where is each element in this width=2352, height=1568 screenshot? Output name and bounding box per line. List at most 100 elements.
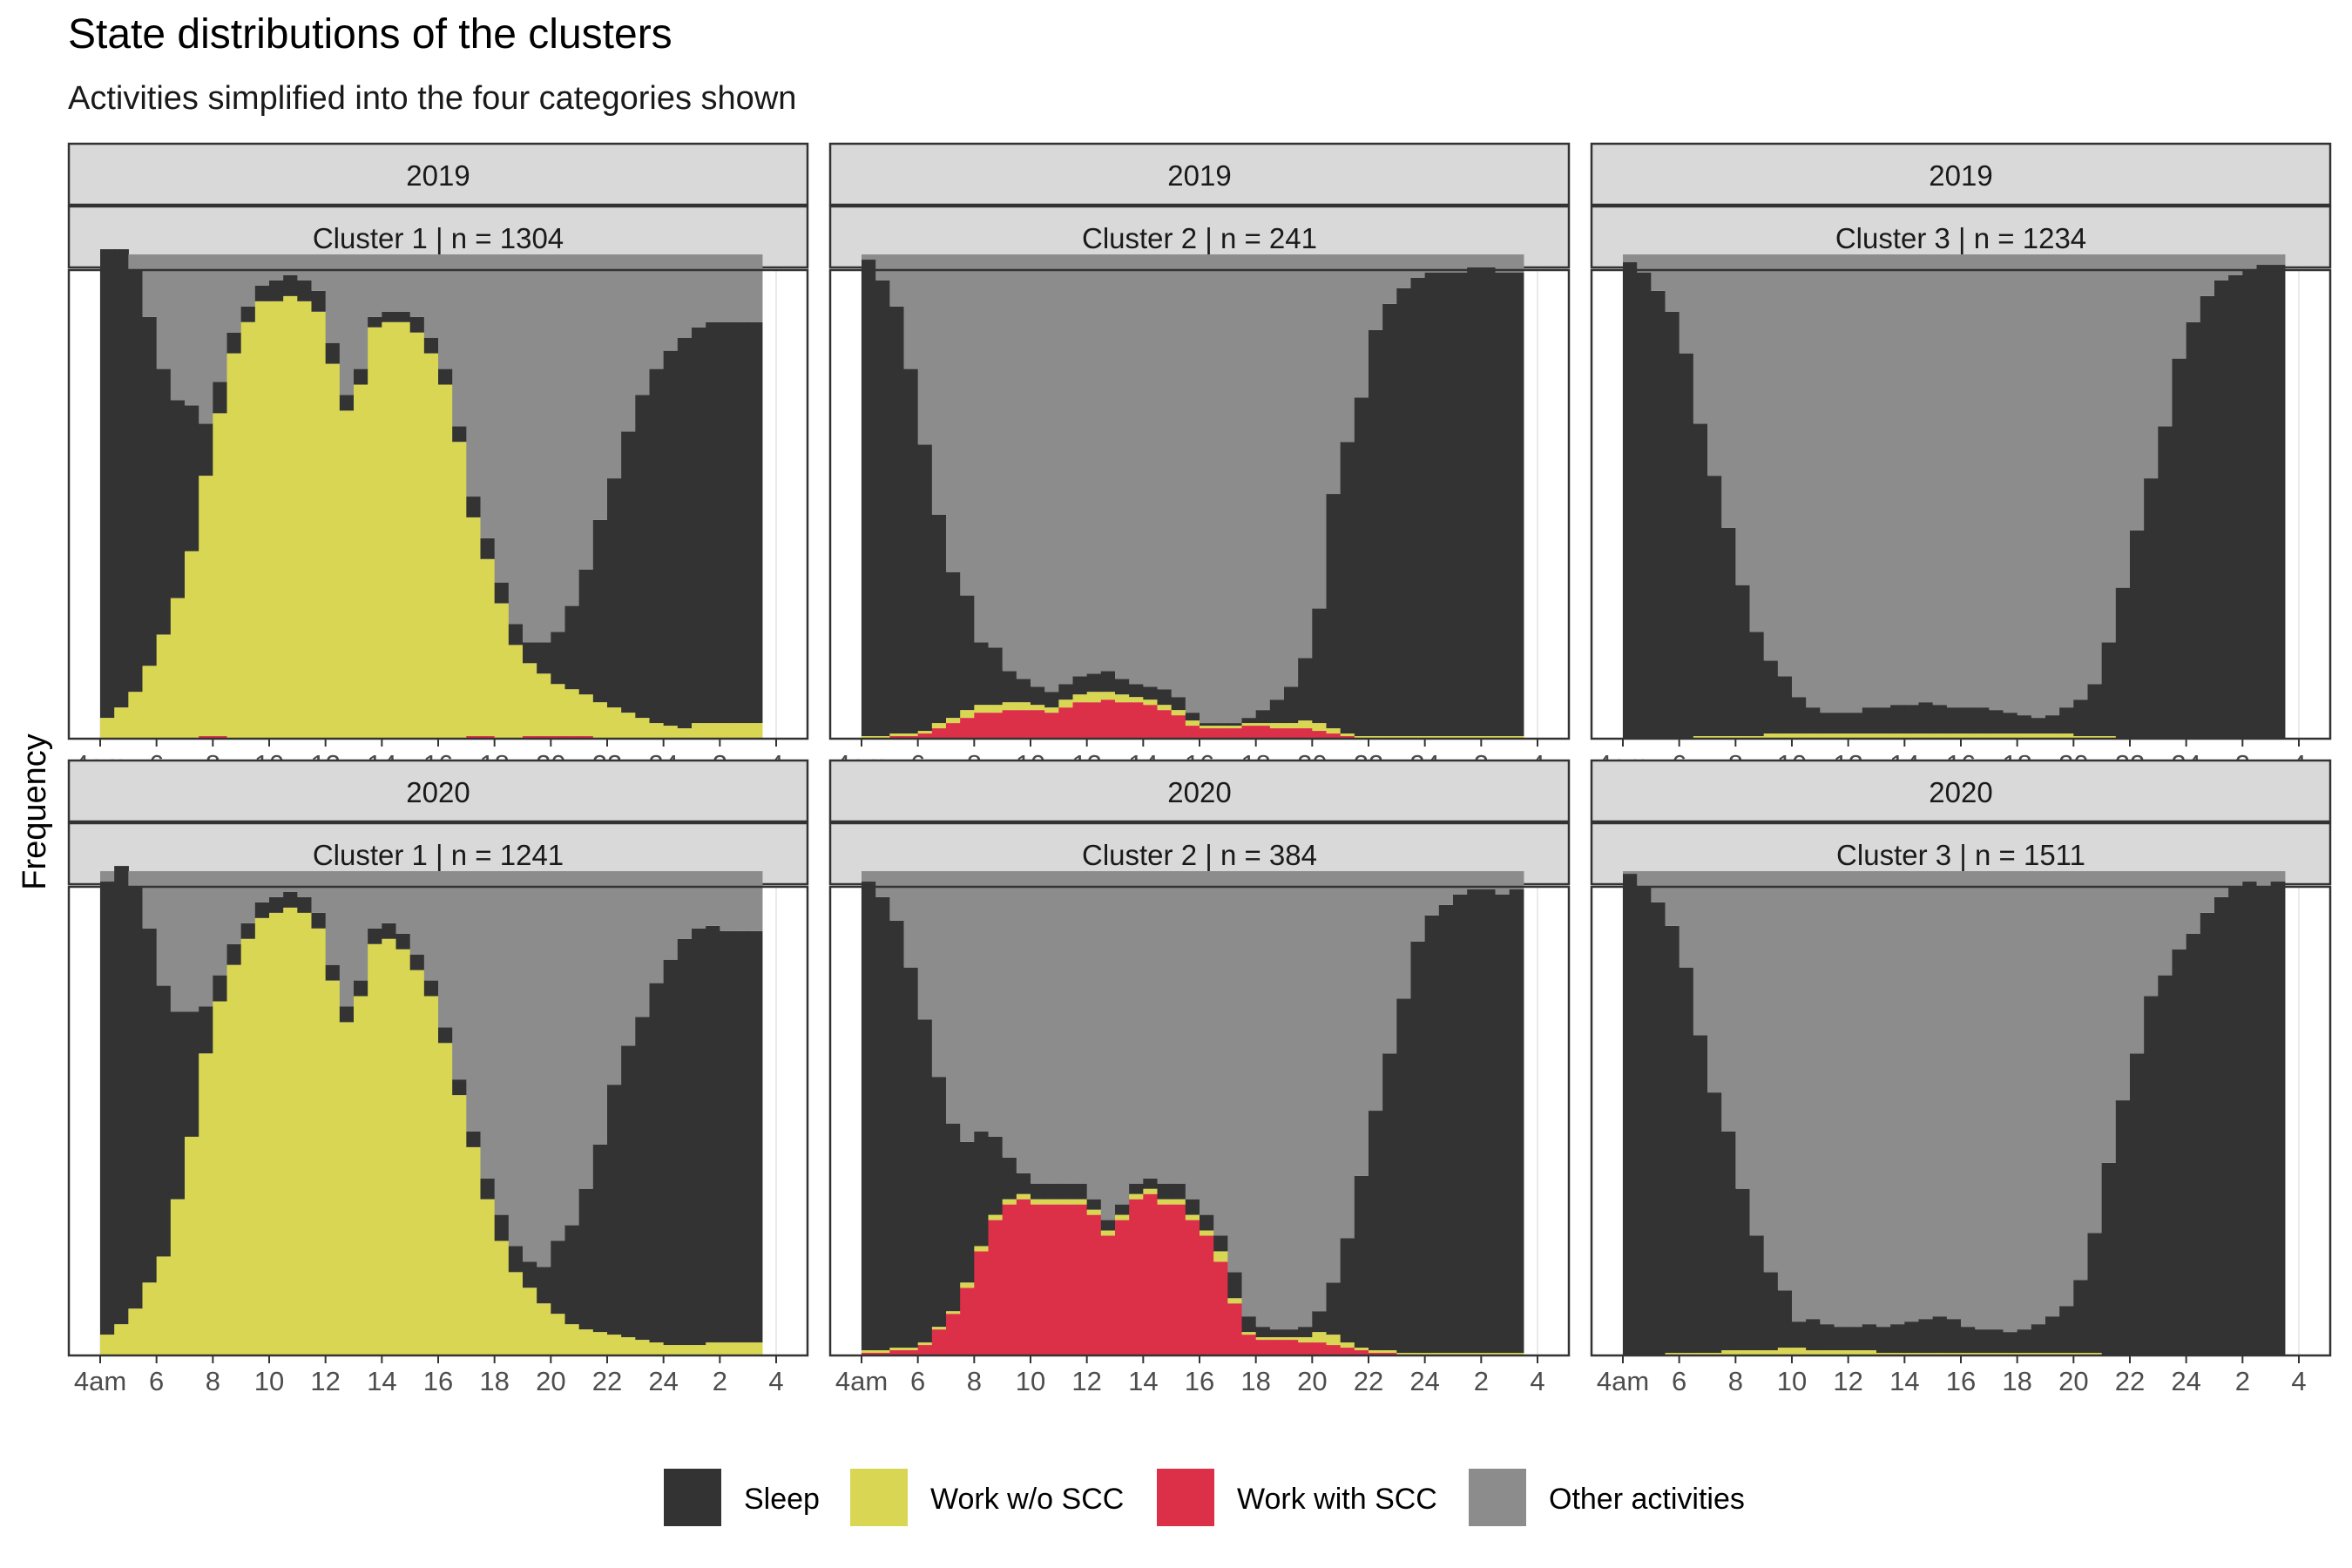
bar-segment-work-wo-scc bbox=[1100, 1230, 1116, 1236]
bar-segment-work-wo-scc bbox=[1792, 733, 1807, 739]
bar-segment-sleep bbox=[1495, 272, 1511, 737]
bar-segment-other bbox=[1072, 254, 1088, 677]
bar-segment-work-wo-scc bbox=[974, 1246, 990, 1252]
bar-segment-work-wo-scc bbox=[1961, 733, 1976, 739]
bar-segment-work-wo-scc bbox=[1481, 736, 1497, 739]
bar-segment-work-wo-scc bbox=[621, 1337, 636, 1355]
bar-segment-sleep bbox=[354, 980, 368, 997]
bar-segment-work-wo-scc bbox=[946, 718, 961, 724]
legend-swatch bbox=[1469, 1469, 1526, 1526]
bar-segment-other bbox=[1820, 871, 1835, 1325]
bar-segment-sleep bbox=[1792, 697, 1807, 734]
x-axis-tick-label: 2 bbox=[2235, 1366, 2250, 1396]
bar-segment-sleep bbox=[1016, 679, 1031, 703]
bar-segment-work-wo-scc bbox=[2045, 733, 2060, 739]
bar-segment-other bbox=[607, 871, 622, 1085]
bar-segment-other bbox=[1269, 254, 1285, 700]
bar-segment-work-with-scc bbox=[578, 736, 594, 739]
bar-segment-other bbox=[2186, 871, 2201, 934]
bar-segment-sleep bbox=[1086, 673, 1102, 693]
bar-segment-other bbox=[368, 871, 382, 929]
bar-segment-sleep bbox=[1241, 718, 1257, 724]
bar-segment-work-wo-scc bbox=[2031, 733, 2046, 739]
bar-segment-work-wo-scc bbox=[114, 707, 129, 739]
bar-segment-sleep bbox=[409, 316, 425, 333]
bar-segment-sleep bbox=[1453, 894, 1468, 1354]
bar-segment-other bbox=[931, 871, 947, 1078]
bar-segment-work-with-scc bbox=[862, 1353, 876, 1355]
bar-segment-sleep bbox=[382, 923, 397, 939]
bar-segment-other bbox=[1241, 871, 1257, 1317]
bar-segment-other bbox=[2214, 254, 2229, 280]
bar-segment-other bbox=[185, 254, 199, 406]
bar-segment-other bbox=[1396, 254, 1412, 288]
bar-segment-work-wo-scc bbox=[1016, 1193, 1031, 1200]
bar-segment-work-with-scc bbox=[988, 1220, 1004, 1355]
bar-segment-work-wo-scc bbox=[747, 1342, 763, 1355]
bar-segment-work-with-scc bbox=[1200, 1235, 1214, 1355]
bar-segment-work-wo-scc bbox=[114, 1324, 129, 1355]
bar-segment-other bbox=[862, 254, 876, 260]
bar-segment-work-wo-scc bbox=[1932, 733, 1948, 739]
bar-segment-sleep bbox=[1806, 707, 1821, 734]
bar-segment-work-wo-scc bbox=[142, 666, 158, 739]
facet-strip-cluster-label: Cluster 2 | n = 241 bbox=[1082, 222, 1317, 254]
bar-segment-other bbox=[1834, 254, 1849, 713]
bar-segment-work-wo-scc bbox=[368, 327, 382, 739]
bar-segment-sleep bbox=[1792, 1321, 1807, 1348]
bar-segment-work-wo-scc bbox=[2087, 736, 2103, 739]
bar-segment-sleep bbox=[1721, 527, 1736, 737]
bar-segment-work-wo-scc bbox=[1481, 1353, 1497, 1355]
bar-segment-other bbox=[677, 254, 693, 338]
bar-segment-other bbox=[2242, 254, 2258, 270]
bar-segment-work-wo-scc bbox=[1002, 1199, 1017, 1205]
x-axis-tick-label: 12 bbox=[1833, 1366, 1862, 1396]
bar-segment-other bbox=[1171, 254, 1186, 698]
bar-segment-other bbox=[494, 871, 510, 1215]
bar-segment-work-with-scc bbox=[917, 733, 933, 739]
bar-segment-work-wo-scc bbox=[1862, 1350, 1877, 1355]
bar-segment-other bbox=[1157, 871, 1173, 1184]
bar-segment-work-with-scc bbox=[1171, 715, 1186, 739]
facet-strip-cluster-label: Cluster 3 | n = 1234 bbox=[1835, 222, 2086, 254]
bar-segment-other bbox=[1227, 871, 1243, 1273]
bar-segment-other bbox=[185, 871, 199, 1012]
bar-segment-sleep bbox=[1623, 874, 1638, 1355]
bar-segment-other bbox=[2214, 871, 2229, 897]
bar-segment-sleep bbox=[1509, 272, 1524, 737]
bar-segment-sleep bbox=[903, 368, 919, 734]
bar-segment-work-with-scc bbox=[1016, 710, 1031, 739]
x-axis-tick-label: 14 bbox=[1889, 1366, 1919, 1396]
bar-segment-sleep bbox=[2101, 642, 2117, 737]
bar-segment-sleep bbox=[269, 896, 284, 913]
bar-segment-work-wo-scc bbox=[494, 1240, 510, 1355]
bar-segment-sleep bbox=[946, 1123, 961, 1312]
bar-segment-work-wo-scc bbox=[170, 1199, 186, 1355]
bar-segment-other bbox=[1354, 254, 1369, 398]
bar-segment-other bbox=[1213, 254, 1228, 724]
bar-segment-work-wo-scc bbox=[452, 442, 467, 739]
bar-segment-work-wo-scc bbox=[1975, 1353, 1990, 1355]
bar-segment-other bbox=[1495, 254, 1511, 273]
bar-segment-sleep bbox=[240, 306, 256, 322]
bar-segment-sleep bbox=[1100, 671, 1116, 693]
bar-segment-work-with-scc bbox=[1031, 710, 1045, 739]
facet-strip-cluster-label: Cluster 3 | n = 1511 bbox=[1836, 839, 2085, 871]
bar-segment-work-wo-scc bbox=[931, 1327, 947, 1330]
bar-segment-other bbox=[240, 254, 256, 307]
bar-segment-work-wo-scc bbox=[297, 301, 313, 739]
bar-segment-sleep bbox=[213, 975, 228, 1002]
bar-segment-work-wo-scc bbox=[1171, 710, 1186, 716]
x-axis-tick-label: 2 bbox=[713, 1366, 727, 1396]
bar-segment-work-wo-scc bbox=[862, 736, 876, 739]
bar-segment-work-wo-scc bbox=[395, 321, 411, 739]
bar-segment-sleep bbox=[2200, 912, 2215, 1355]
bar-segment-work-wo-scc bbox=[354, 384, 368, 739]
bar-segment-sleep bbox=[1637, 272, 1652, 739]
bar-segment-sleep bbox=[1340, 1238, 1355, 1343]
bar-segment-sleep bbox=[1467, 267, 1482, 737]
bar-segment-other bbox=[156, 254, 172, 369]
bar-segment-other bbox=[368, 254, 382, 317]
bar-segment-other bbox=[2031, 871, 2046, 1325]
bar-segment-work-wo-scc bbox=[537, 1303, 551, 1355]
